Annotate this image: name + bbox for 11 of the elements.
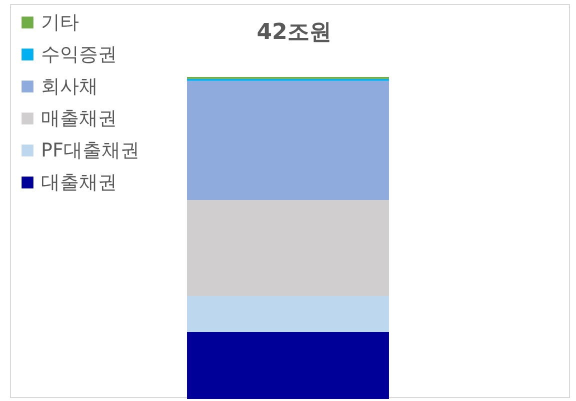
legend-label: 수익증권	[41, 44, 117, 66]
legend-label: 매출채권	[41, 108, 117, 130]
bar	[187, 332, 389, 399]
legend-label: 회사채	[41, 76, 98, 98]
bar	[187, 296, 389, 332]
bar	[187, 200, 389, 296]
legend-label: 기타	[41, 12, 79, 34]
bar	[187, 80, 389, 200]
legend-label: PF대출채권	[41, 140, 140, 162]
legend-label: 대출채권	[41, 172, 117, 194]
chart-title: 42조원	[256, 20, 332, 45]
